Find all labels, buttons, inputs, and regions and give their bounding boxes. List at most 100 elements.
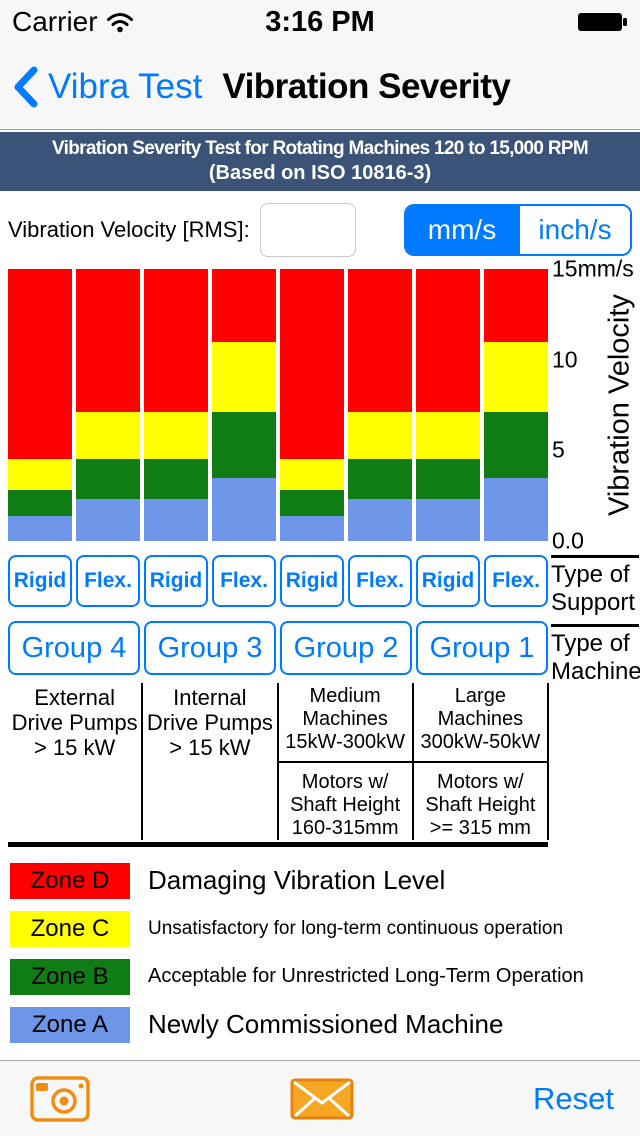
support-button-rigid[interactable]: Rigid xyxy=(280,555,344,607)
legend-row: Zone C Unsatisfactory for long-term conti… xyxy=(10,905,640,953)
zone-b-segment xyxy=(416,459,480,500)
nav-bar: Vibra Test Vibration Severity xyxy=(0,44,640,130)
support-button-rigid[interactable]: Rigid xyxy=(416,555,480,607)
camera-icon xyxy=(30,1075,90,1122)
group-button[interactable]: Group 3 xyxy=(144,621,276,675)
support-row: Rigid Flex. Rigid Flex. Rigid Flex. Rigid Flex. xyxy=(8,555,548,607)
y-tick-label: 0.0 xyxy=(552,527,584,554)
group-button[interactable]: Group 2 xyxy=(280,621,412,675)
zone-c-segment xyxy=(76,412,140,460)
back-label: Vibra Test xyxy=(48,66,203,106)
machine-description: Medium Machines 15kW-300kW xyxy=(285,685,405,753)
back-button[interactable]: Vibra Test xyxy=(12,66,202,108)
legend-swatch: Zone C xyxy=(10,910,130,947)
wifi-icon xyxy=(106,12,134,33)
support-button-flex[interactable]: Flex. xyxy=(484,555,548,607)
zone-a-segment xyxy=(348,499,412,541)
support-button-flex[interactable]: Flex. xyxy=(212,555,276,607)
unit-mms-button[interactable]: mm/s xyxy=(406,206,518,254)
iso-banner: Vibration Severity Test for Rotating Mac… xyxy=(0,132,640,191)
zone-c-segment xyxy=(280,459,344,491)
severity-bar xyxy=(280,269,344,541)
camera-button[interactable] xyxy=(30,1075,90,1122)
toolbar-left xyxy=(0,1075,225,1122)
group-button[interactable]: Group 1 xyxy=(416,621,548,675)
column-divider xyxy=(278,761,412,764)
zone-d-segment xyxy=(348,269,412,413)
severity-bar xyxy=(416,269,480,541)
zone-c-segment xyxy=(8,459,72,491)
unit-segmented-control: mm/s inch/s xyxy=(404,204,632,256)
banner-line1: Vibration Severity Test for Rotating Mac… xyxy=(52,138,589,159)
machine-grid: External Drive Pumps > 15 kW Internal Dri… xyxy=(8,683,549,840)
severity-bar xyxy=(144,269,208,541)
legend-row: Zone A Newly Commissioned Machine xyxy=(10,1001,640,1049)
zone-c-segment xyxy=(144,412,208,460)
email-button[interactable] xyxy=(290,1075,354,1123)
severity-bar xyxy=(8,269,72,541)
machine-column: External Drive Pumps > 15 kW xyxy=(8,683,144,840)
severity-bar xyxy=(484,269,548,541)
zone-d-segment xyxy=(144,269,208,413)
zone-b-segment xyxy=(280,490,344,516)
classification-table: Rigid Flex. Rigid Flex. Rigid Flex. Rigid Flex.… xyxy=(0,555,640,847)
y-tick-label: 5 xyxy=(552,436,565,463)
legend-row: Zone B Acceptable for Unrestricted Long-T… xyxy=(10,953,640,1001)
status-bar: Carrier 3:16 PM xyxy=(0,0,640,44)
zone-b-segment xyxy=(484,412,548,478)
type-of-machine-label: Type of Machine xyxy=(551,624,640,686)
zone-a-segment xyxy=(416,499,480,541)
carrier-label: Carrier xyxy=(12,6,98,37)
column-divider xyxy=(413,761,547,764)
y-tick-label: 10 xyxy=(552,346,578,373)
severity-chart: 15mm/s 10 5 0.0 Vibration Velocity xyxy=(0,256,640,554)
legend: Zone D Damaging Vibration Level Zone C Unsa… xyxy=(10,857,640,1049)
table-bottom-rule xyxy=(8,841,548,847)
zone-d-segment xyxy=(280,269,344,460)
back-chevron-icon xyxy=(12,66,38,108)
support-button-rigid[interactable]: Rigid xyxy=(8,555,72,607)
support-button-rigid[interactable]: Rigid xyxy=(144,555,208,607)
zone-a-segment xyxy=(212,477,276,541)
page-title: Vibration Severity xyxy=(222,66,511,106)
toolbar-right: Reset xyxy=(419,1081,640,1117)
battery-icon xyxy=(576,10,628,34)
zone-b-segment xyxy=(348,459,412,500)
toolbar-center xyxy=(225,1075,420,1123)
velocity-label: Vibration Velocity [RMS]: xyxy=(8,217,250,242)
reset-button[interactable]: Reset xyxy=(533,1080,615,1116)
unit-inchs-button[interactable]: inch/s xyxy=(518,206,630,254)
y-axis-title: Vibration Velocity xyxy=(603,294,636,516)
email-icon xyxy=(290,1078,354,1119)
zone-b-segment xyxy=(8,490,72,516)
zone-d-segment xyxy=(416,269,480,413)
machine-column: Large Machines 300kW-50kW Motors w/ Shaft… xyxy=(413,683,549,840)
legend-label: Damaging Vibration Level xyxy=(148,865,446,896)
banner-line2: (Based on ISO 10816-3) xyxy=(208,162,432,184)
severity-bars xyxy=(8,269,548,541)
zone-d-segment xyxy=(8,269,72,460)
machine-description: Internal Drive Pumps > 15 kW xyxy=(146,685,273,761)
zone-b-segment xyxy=(144,459,208,500)
legend-swatch: Zone D xyxy=(10,862,130,899)
y-axis: 15mm/s 10 5 0.0 xyxy=(552,256,640,554)
zone-b-segment xyxy=(212,412,276,478)
type-of-support-label: Type of Support xyxy=(551,555,639,617)
legend-label: Unsatisfactory for long-term continuous … xyxy=(148,917,564,939)
legend-swatch: Zone B xyxy=(10,958,130,995)
machine-description: External Drive Pumps > 15 kW xyxy=(11,685,138,761)
support-button-flex[interactable]: Flex. xyxy=(76,555,140,607)
legend-row: Zone D Damaging Vibration Level xyxy=(10,857,640,905)
machine-description: Motors w/ Shaft Height 160-315mm xyxy=(290,771,401,839)
time-label: 3:16 PM xyxy=(265,5,375,38)
support-button-flex[interactable]: Flex. xyxy=(348,555,412,607)
zone-a-segment xyxy=(8,515,72,541)
severity-bar xyxy=(212,269,276,541)
zone-d-segment xyxy=(212,269,276,342)
velocity-input[interactable] xyxy=(259,203,356,257)
zone-d-segment xyxy=(76,269,140,413)
severity-bar xyxy=(76,269,140,541)
legend-swatch: Zone A xyxy=(10,1006,130,1043)
legend-label: Acceptable for Unrestricted Long-Term Op… xyxy=(148,965,584,988)
group-button[interactable]: Group 4 xyxy=(8,621,140,675)
